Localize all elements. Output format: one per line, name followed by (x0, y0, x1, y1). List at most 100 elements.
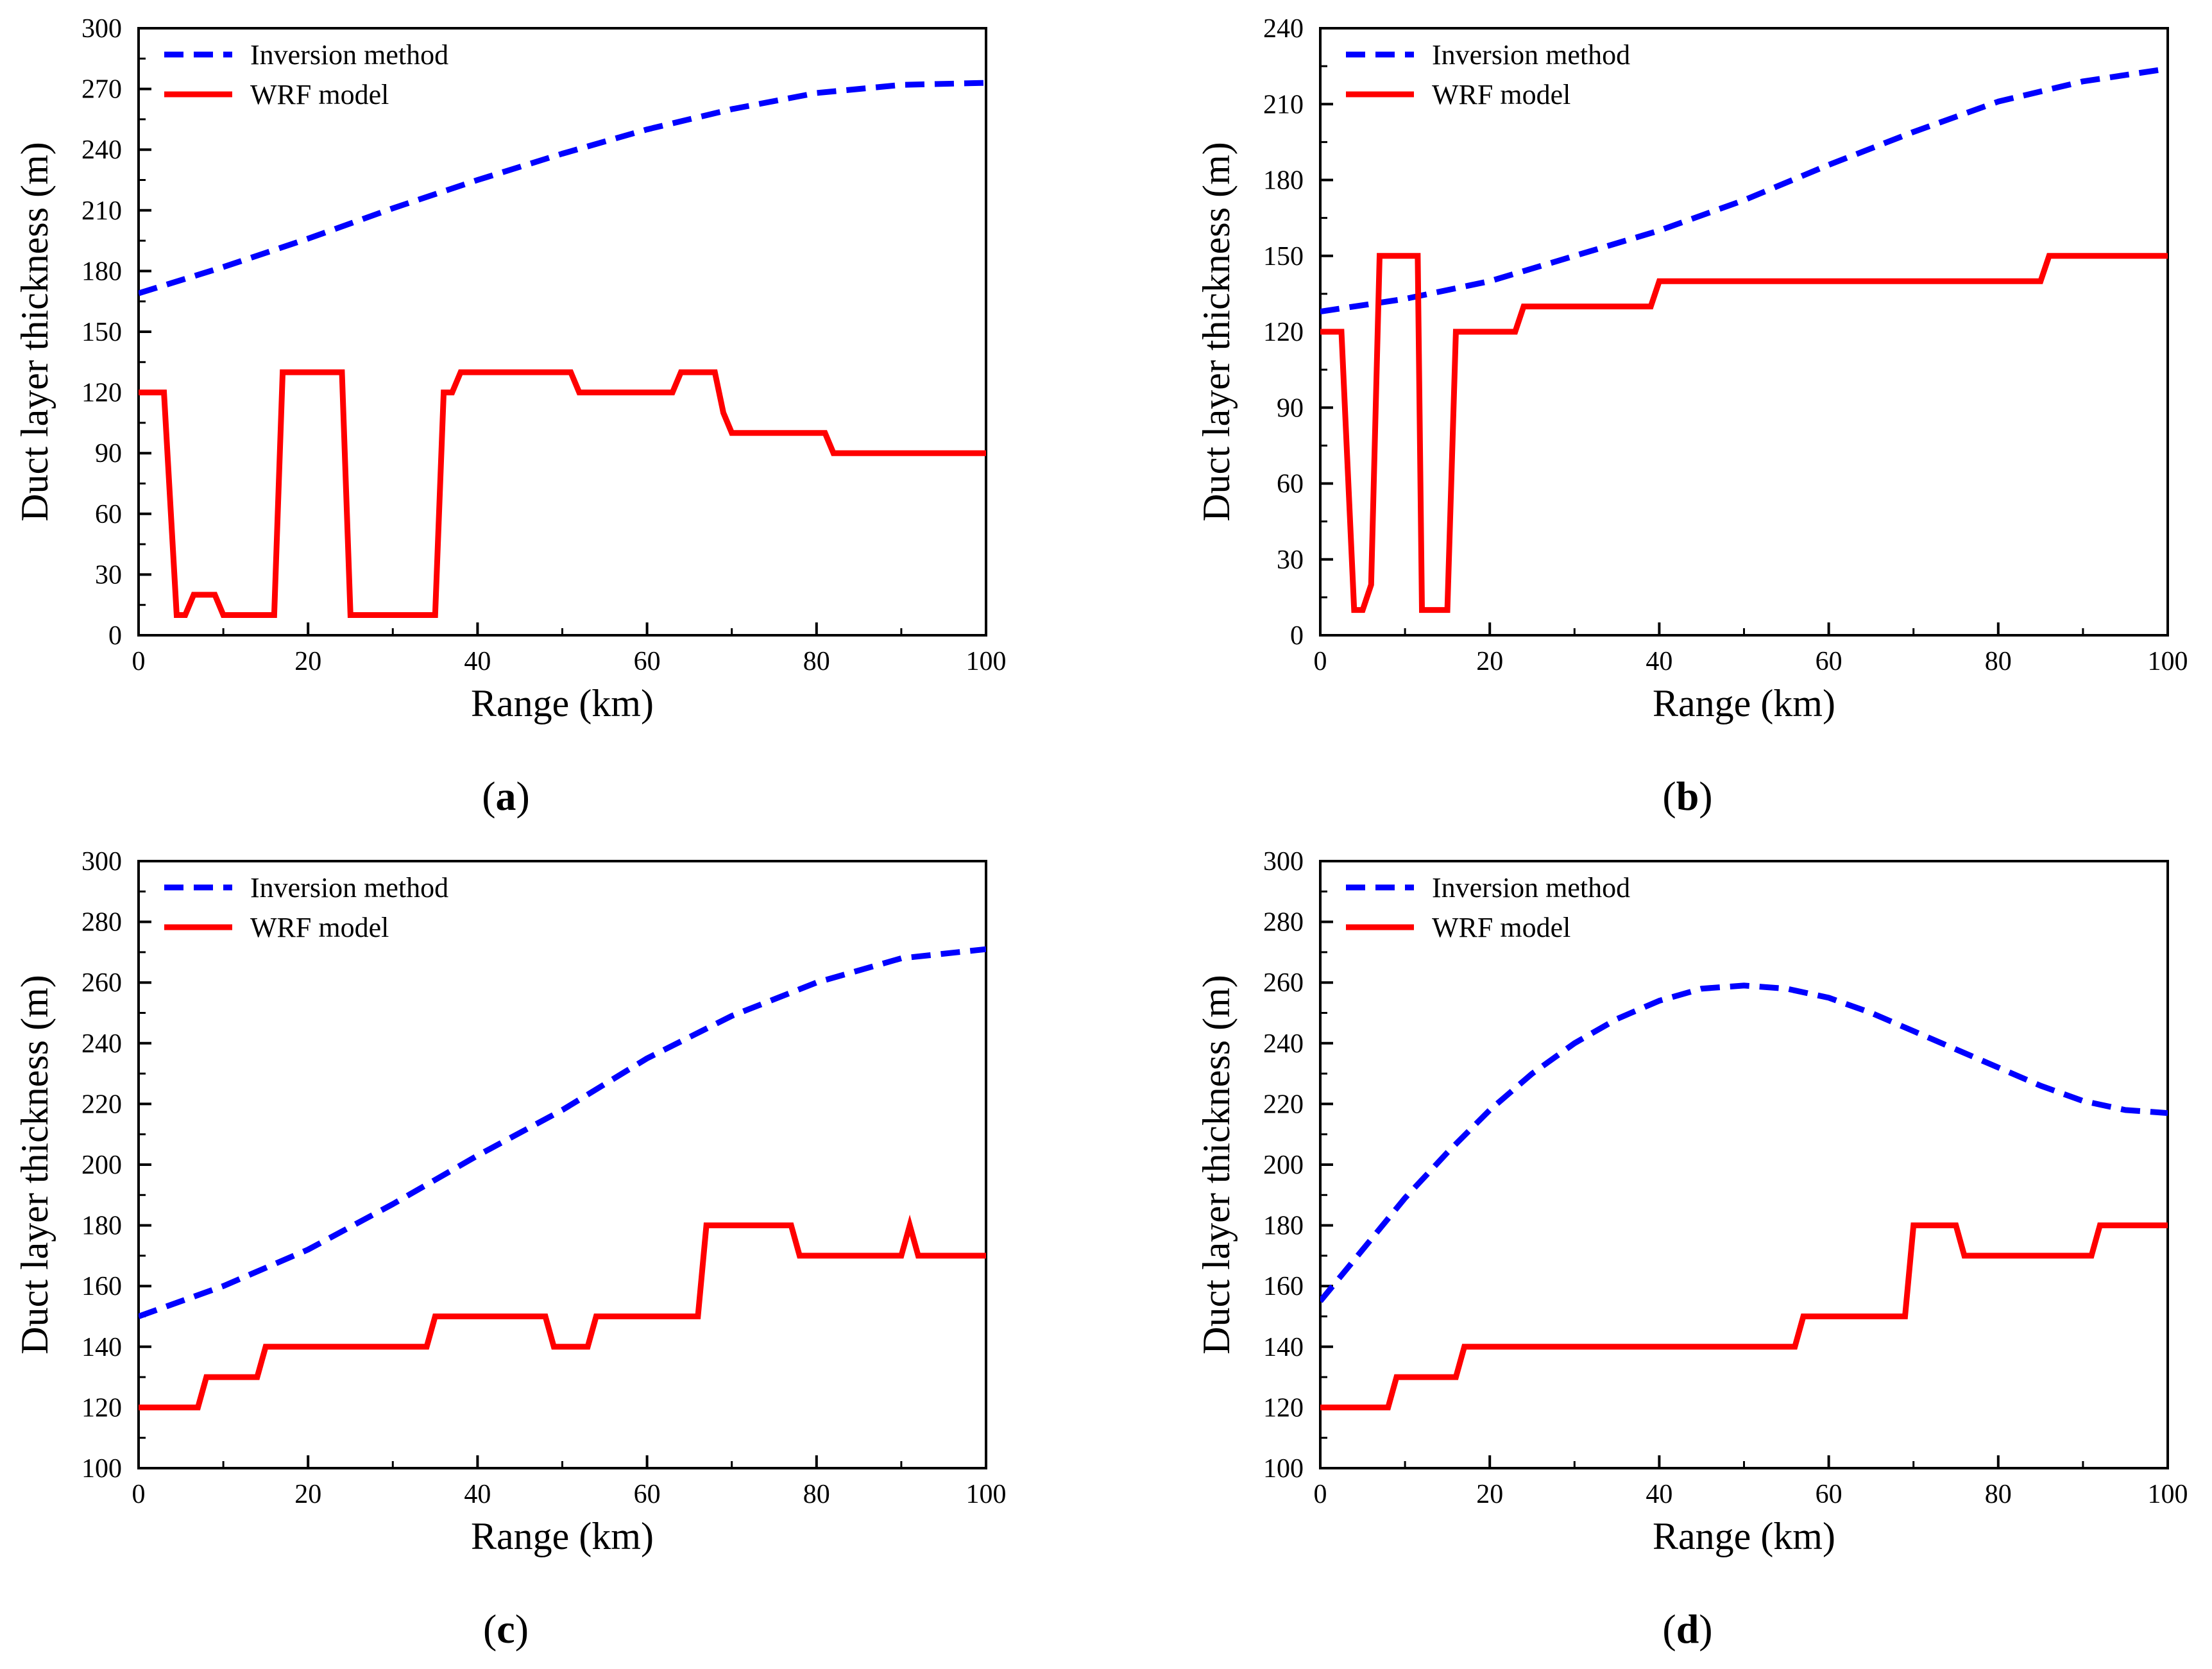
x-axis-label: Range (km) (1653, 1515, 1835, 1557)
y-tick-label: 180 (1263, 166, 1304, 196)
inversion-method-line (1320, 65, 2168, 314)
y-tick-label: 180 (1263, 1211, 1304, 1241)
x-tick-label: 20 (294, 1480, 321, 1509)
panel-label-letter: c (497, 1606, 515, 1652)
x-tick-label: 0 (132, 1480, 146, 1509)
x-tick-label: 80 (803, 1480, 830, 1509)
wrf-model-line (1320, 1222, 2168, 1410)
x-tick-label: 100 (2148, 647, 2188, 676)
y-tick-label: 300 (81, 847, 122, 877)
chart-panel-d: 0 20 40 60 80 100 100 120 140 160 180 200 220 240 260 2… (1182, 833, 2212, 1669)
y-tick-label: 0 (108, 621, 122, 651)
x-axis-label: Range (km) (1653, 682, 1835, 724)
x-axis-label: Range (km) (471, 1515, 654, 1557)
y-tick-label: 180 (81, 257, 122, 286)
legend-label: Inversion method (1432, 39, 1630, 71)
panel-label-close: ) (516, 773, 530, 819)
x-tick-label: 40 (1646, 1480, 1672, 1509)
plot-frame (137, 860, 987, 1469)
y-tick-label: 120 (81, 1393, 122, 1423)
y-tick-label: 30 (1277, 545, 1304, 575)
x-tick-label: 40 (464, 1480, 491, 1509)
y-tick-label: 270 (81, 75, 122, 105)
legend-label: Inversion method (250, 39, 448, 71)
y-tick-label: 90 (1277, 393, 1304, 423)
y-tick-label: 240 (1263, 14, 1304, 44)
panel-label-letter: d (1676, 1606, 1699, 1652)
panel-label: (d) (1662, 1606, 1712, 1652)
y-tick-label: 160 (81, 1272, 122, 1301)
x-tick-label: 100 (966, 647, 1007, 676)
wrf-model-line (139, 369, 986, 618)
chart-svg: 0 20 40 60 80 100 100 120 140 160 180 200 220 240 260 2… (13, 847, 1007, 1652)
x-tick-label: 100 (966, 1480, 1007, 1509)
y-tick-label: 200 (81, 1151, 122, 1180)
y-tick-label: 210 (81, 196, 122, 226)
y-tick-label: 260 (81, 968, 122, 998)
y-tick-label: 60 (95, 500, 122, 529)
x-tick-label: 20 (294, 647, 321, 676)
y-tick-label: 120 (81, 379, 122, 408)
y-tick-label: 160 (1263, 1272, 1304, 1301)
y-tick-label: 100 (1263, 1454, 1304, 1484)
panel-label-open: ( (482, 773, 495, 819)
y-tick-label: 100 (81, 1454, 122, 1484)
panel-label: (b) (1662, 773, 1712, 819)
y-tick-label: 150 (81, 318, 122, 347)
y-axis-label: Duct layer thickness (m) (1195, 142, 1238, 521)
legend-label: WRF model (250, 912, 389, 943)
y-tick-label: 90 (95, 439, 122, 468)
legend-label: WRF model (1432, 912, 1570, 943)
x-tick-label: 100 (2148, 1480, 2188, 1509)
y-tick-label: 220 (81, 1090, 122, 1119)
y-tick-label: 0 (1290, 621, 1304, 651)
y-tick-label: 240 (81, 135, 122, 165)
x-tick-label: 80 (1985, 1480, 2012, 1509)
y-tick-label: 300 (81, 14, 122, 44)
panel-label-open: ( (1662, 1606, 1676, 1652)
x-tick-label: 0 (1314, 1480, 1327, 1509)
y-axis-label: Duct layer thickness (m) (13, 142, 56, 521)
panel-label: (c) (483, 1606, 529, 1652)
panel-label-close: ) (1699, 1606, 1712, 1652)
x-tick-label: 40 (464, 647, 491, 676)
plot-frame (137, 27, 987, 637)
chart-panel-a: 0 20 40 60 80 100 0 30 60 90 120 150 180 210 240 270 300… (0, 0, 1030, 836)
chart-svg: 0 20 40 60 80 100 0 30 60 90 120 150 180 210 240 Range … (1195, 14, 2188, 819)
x-tick-label: 60 (1816, 647, 1842, 676)
y-tick-label: 140 (1263, 1333, 1304, 1362)
x-tick-label: 0 (132, 647, 146, 676)
inversion-method-line (1320, 982, 2168, 1303)
wrf-model-line (139, 1214, 986, 1410)
y-tick-label: 220 (1263, 1090, 1304, 1119)
panel-label: (a) (482, 773, 530, 819)
x-axis-label: Range (km) (471, 682, 654, 724)
x-tick-label: 40 (1646, 647, 1672, 676)
x-tick-label: 20 (1476, 647, 1503, 676)
y-tick-label: 120 (1263, 1393, 1304, 1423)
y-tick-label: 300 (1263, 847, 1304, 877)
x-tick-label: 80 (1985, 647, 2012, 676)
x-tick-label: 80 (803, 647, 830, 676)
chart-panel-b: 0 20 40 60 80 100 0 30 60 90 120 150 180 210 240 Range … (1182, 0, 2212, 836)
panel-label-close: ) (515, 1606, 529, 1652)
y-axis-label: Duct layer thickness (m) (1195, 975, 1238, 1354)
y-tick-label: 30 (95, 560, 122, 590)
panel-label-close: ) (1699, 773, 1712, 819)
y-tick-label: 210 (1263, 90, 1304, 119)
wrf-model-line (1320, 253, 2168, 613)
y-tick-label: 140 (81, 1333, 122, 1362)
panel-label-open: ( (1662, 773, 1676, 819)
y-tick-label: 60 (1277, 470, 1304, 499)
x-tick-label: 0 (1314, 647, 1327, 676)
panel-label-letter: b (1676, 773, 1699, 819)
y-tick-label: 120 (1263, 318, 1304, 347)
y-tick-label: 240 (1263, 1029, 1304, 1059)
legend-label: WRF model (250, 79, 389, 110)
y-tick-label: 280 (81, 908, 122, 937)
y-tick-label: 180 (81, 1211, 122, 1241)
panel-label-letter: a (496, 773, 516, 819)
x-tick-label: 60 (1816, 1480, 1842, 1509)
legend-label: Inversion method (250, 872, 448, 903)
y-tick-label: 150 (1263, 242, 1304, 271)
